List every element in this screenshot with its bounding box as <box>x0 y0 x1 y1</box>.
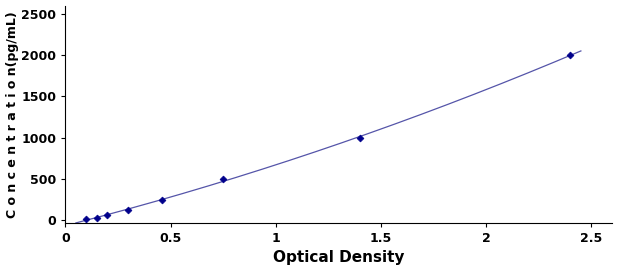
X-axis label: Optical Density: Optical Density <box>273 250 405 265</box>
Y-axis label: C o n c e n t r a t i o n(pg/mL): C o n c e n t r a t i o n(pg/mL) <box>6 11 19 218</box>
